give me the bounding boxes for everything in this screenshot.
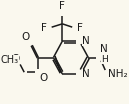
Text: O: O <box>11 54 20 64</box>
Text: F: F <box>77 23 83 33</box>
Text: O: O <box>21 32 29 42</box>
Text: F: F <box>59 1 65 11</box>
Text: CH₃: CH₃ <box>1 55 19 65</box>
Text: H: H <box>101 55 108 64</box>
Text: N: N <box>100 44 108 54</box>
Text: O: O <box>40 73 48 83</box>
Text: NH₂: NH₂ <box>108 69 128 79</box>
Text: N: N <box>82 69 90 79</box>
Text: N: N <box>82 36 90 46</box>
Text: F: F <box>41 23 47 33</box>
